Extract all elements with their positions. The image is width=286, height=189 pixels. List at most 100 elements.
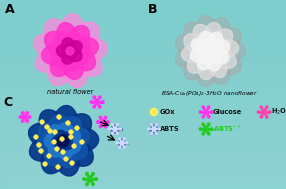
Bar xyxy=(0,122,286,123)
Circle shape xyxy=(147,128,150,130)
Circle shape xyxy=(39,149,43,153)
Ellipse shape xyxy=(204,46,227,78)
Bar xyxy=(0,139,286,140)
Ellipse shape xyxy=(204,49,216,65)
Bar xyxy=(0,88,286,89)
Bar xyxy=(0,133,286,134)
Circle shape xyxy=(93,96,96,98)
Bar xyxy=(0,85,286,86)
Circle shape xyxy=(260,106,263,108)
Bar xyxy=(0,186,286,187)
Bar xyxy=(0,137,286,138)
Bar xyxy=(0,167,286,168)
Text: A: A xyxy=(5,3,15,16)
Ellipse shape xyxy=(53,135,80,176)
Circle shape xyxy=(86,173,88,175)
Circle shape xyxy=(28,116,31,118)
Ellipse shape xyxy=(196,16,220,57)
Bar xyxy=(0,67,286,68)
Bar xyxy=(0,8,286,9)
Bar xyxy=(0,6,286,7)
Bar xyxy=(0,87,286,88)
Bar xyxy=(0,2,286,3)
Bar xyxy=(0,71,286,72)
Bar xyxy=(0,92,286,93)
Ellipse shape xyxy=(204,37,216,53)
Bar xyxy=(0,134,286,135)
Bar xyxy=(0,115,286,116)
Circle shape xyxy=(202,123,204,125)
Bar xyxy=(0,0,286,1)
Ellipse shape xyxy=(198,46,218,80)
Ellipse shape xyxy=(190,45,214,62)
Bar xyxy=(0,119,286,120)
Bar xyxy=(0,93,286,94)
Bar xyxy=(0,101,286,102)
Bar xyxy=(0,177,286,178)
Ellipse shape xyxy=(61,48,75,64)
Circle shape xyxy=(83,178,85,180)
Bar xyxy=(0,96,286,97)
Bar xyxy=(0,168,286,169)
Bar xyxy=(0,42,286,43)
Ellipse shape xyxy=(45,31,76,58)
Circle shape xyxy=(86,183,88,185)
Ellipse shape xyxy=(60,44,88,87)
Bar xyxy=(0,82,286,83)
Ellipse shape xyxy=(199,31,216,55)
Bar xyxy=(0,100,286,101)
Bar xyxy=(0,61,286,62)
Ellipse shape xyxy=(207,47,222,61)
Circle shape xyxy=(72,144,76,148)
Text: ABTS: ABTS xyxy=(160,126,180,132)
Circle shape xyxy=(93,105,96,108)
Ellipse shape xyxy=(67,41,82,55)
Circle shape xyxy=(260,115,263,118)
Circle shape xyxy=(152,127,156,131)
Bar xyxy=(0,173,286,174)
Bar xyxy=(0,105,286,106)
Circle shape xyxy=(69,135,73,139)
Ellipse shape xyxy=(60,132,73,144)
Bar xyxy=(0,103,286,104)
Ellipse shape xyxy=(63,31,82,55)
Bar xyxy=(0,180,286,181)
Ellipse shape xyxy=(198,41,213,55)
Ellipse shape xyxy=(29,123,69,151)
Bar xyxy=(0,22,286,23)
Text: natural flower: natural flower xyxy=(47,89,93,95)
Bar xyxy=(0,149,286,150)
Bar xyxy=(0,170,286,171)
Bar xyxy=(0,175,286,176)
Bar xyxy=(0,128,286,129)
Ellipse shape xyxy=(202,18,230,57)
Bar xyxy=(0,129,286,130)
Bar xyxy=(0,98,286,99)
Bar xyxy=(0,171,286,172)
Circle shape xyxy=(119,128,122,130)
Ellipse shape xyxy=(53,46,75,68)
Bar xyxy=(0,15,286,16)
Bar xyxy=(0,33,286,34)
Circle shape xyxy=(66,121,70,125)
Bar xyxy=(0,163,286,164)
Circle shape xyxy=(104,116,107,119)
Text: C: C xyxy=(3,96,12,109)
Bar xyxy=(0,73,286,74)
Ellipse shape xyxy=(56,44,72,57)
Ellipse shape xyxy=(49,44,78,86)
Bar xyxy=(0,30,286,31)
Circle shape xyxy=(126,142,128,144)
Circle shape xyxy=(34,135,38,139)
Ellipse shape xyxy=(56,114,92,148)
Bar xyxy=(0,81,286,82)
Bar xyxy=(0,124,286,125)
Bar xyxy=(0,65,286,66)
Bar xyxy=(0,125,286,126)
Ellipse shape xyxy=(49,114,72,146)
Circle shape xyxy=(123,146,126,149)
Bar xyxy=(0,34,286,35)
Bar xyxy=(0,164,286,165)
Bar xyxy=(0,117,286,118)
Bar xyxy=(0,48,286,49)
